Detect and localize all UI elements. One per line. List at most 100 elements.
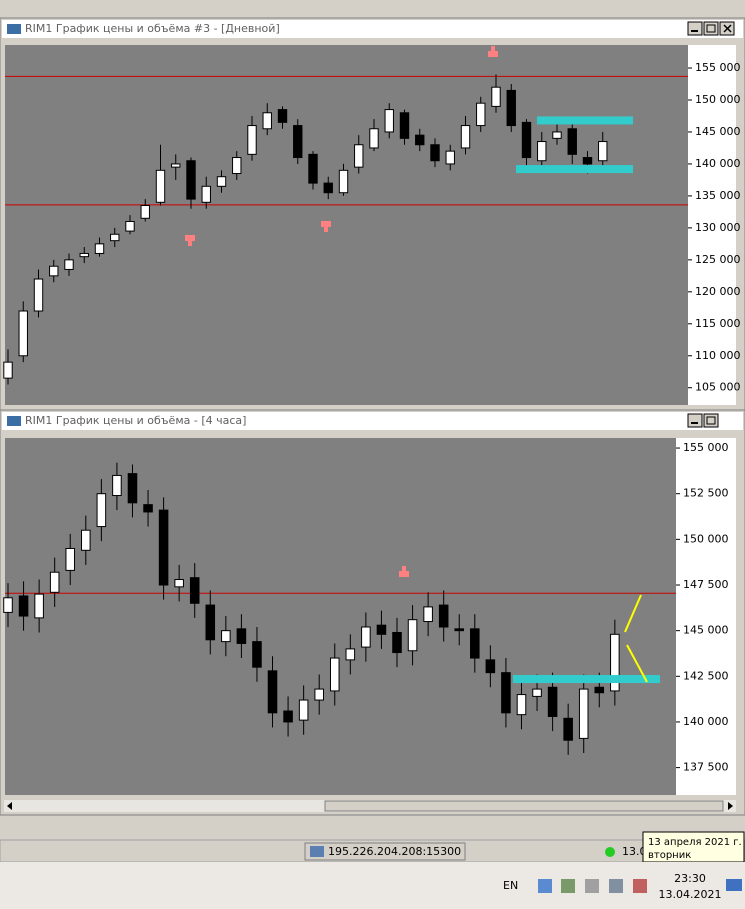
hand-marker: [185, 235, 195, 246]
clock-time: 23:30: [674, 872, 706, 885]
y-tick-label: 125 000: [695, 253, 741, 266]
candle-body: [501, 672, 511, 714]
candle-body: [454, 628, 465, 632]
hand-marker: [488, 46, 498, 57]
candle-body: [578, 688, 589, 739]
candle-body: [552, 131, 562, 139]
hand-marker: [321, 221, 331, 232]
candle-body: [262, 112, 272, 130]
candle-body: [267, 670, 278, 714]
candle-body: [563, 717, 573, 741]
candle-body: [283, 710, 293, 723]
server-address: 195.226.204.208:15300: [328, 845, 461, 858]
candle-body: [314, 688, 324, 701]
window-buttons[interactable]: [687, 21, 735, 36]
window-title: RIM1 График цены и объёма #3 - [Дневной]: [25, 22, 280, 35]
candle-body: [384, 109, 394, 133]
tray-icons[interactable]: [538, 879, 742, 893]
y-tick-label: 130 000: [695, 221, 741, 234]
candle-body: [64, 259, 74, 270]
candle-body: [399, 112, 410, 139]
y-tick-label: 155 000: [683, 441, 729, 454]
candle-body: [338, 169, 349, 194]
candle-body: [298, 699, 309, 721]
candle-body: [18, 595, 29, 617]
level-zone: [513, 675, 660, 684]
hand-marker: [399, 566, 409, 577]
y-tick-label: 115 000: [695, 317, 741, 330]
y-tick-label: 145 000: [695, 125, 741, 138]
candle-body: [329, 657, 340, 692]
candle-body: [345, 648, 356, 661]
candle-body: [423, 606, 433, 623]
candle-body: [598, 141, 608, 162]
candle-body: [491, 86, 501, 107]
plot-area: [5, 438, 676, 795]
candle-body: [293, 125, 303, 159]
candle-body: [110, 233, 120, 242]
level-zone: [537, 116, 633, 125]
candle-body: [582, 157, 593, 165]
scrollbar[interactable]: [4, 800, 736, 812]
candle-body: [125, 220, 135, 232]
candle-body: [186, 160, 196, 200]
candle-body: [155, 169, 166, 203]
candle-body: [547, 686, 558, 717]
candle-body: [594, 686, 605, 694]
candle-body: [3, 597, 13, 613]
y-tick-label: 150 000: [683, 532, 729, 545]
candle-body: [247, 125, 257, 155]
candle-body: [610, 633, 620, 692]
candle-body: [33, 278, 44, 312]
candle-body: [201, 185, 211, 203]
candle-body: [354, 144, 364, 168]
price-axis: [688, 45, 736, 405]
candle-body: [216, 176, 227, 187]
language[interactable]: EN: [503, 879, 518, 892]
candle-body: [158, 509, 169, 586]
candle-body: [415, 134, 425, 146]
candle-body: [18, 310, 28, 357]
y-tick-label: 137 500: [683, 761, 729, 774]
candle-body: [537, 141, 547, 162]
candle-body: [94, 243, 105, 254]
candle-body: [174, 579, 184, 588]
candle-body: [323, 182, 333, 194]
candle-body: [485, 659, 496, 674]
y-tick-label: 155 000: [695, 61, 741, 74]
y-tick-label: 150 000: [695, 93, 741, 106]
candle-body: [49, 265, 59, 277]
y-tick-label: 140 000: [683, 715, 729, 728]
candle-body: [143, 504, 153, 513]
window-title: RIM1 График цены и объёма - [4 часа]: [25, 414, 246, 427]
candle-body: [205, 604, 216, 641]
trend-line: [626, 644, 648, 683]
candle-body: [127, 473, 138, 504]
candle-body: [369, 128, 379, 149]
network-icon: [310, 846, 324, 857]
title-bar: [2, 412, 743, 430]
candle-body: [430, 144, 440, 162]
candle-body: [567, 128, 577, 155]
candle-body: [96, 493, 107, 528]
candle-body: [252, 641, 262, 668]
candle-body: [470, 628, 480, 659]
window-buttons[interactable]: [687, 413, 719, 428]
y-tick-label: 147 500: [683, 578, 729, 591]
candle-body: [521, 121, 532, 159]
price-axis: [676, 438, 736, 795]
candle-body: [516, 694, 527, 716]
y-tick-label: 120 000: [695, 285, 741, 298]
candle-body: [232, 157, 242, 175]
y-tick-label: 105 000: [695, 381, 741, 394]
candle-body: [460, 125, 471, 149]
candle-body: [112, 474, 122, 497]
candle-body: [476, 102, 486, 127]
candle-body: [140, 204, 150, 219]
y-tick-label: 110 000: [695, 349, 741, 362]
candle-body: [277, 109, 288, 123]
candle-body: [79, 252, 89, 258]
candle-body: [49, 571, 60, 593]
clock-date: 13.04.2021: [659, 888, 722, 901]
